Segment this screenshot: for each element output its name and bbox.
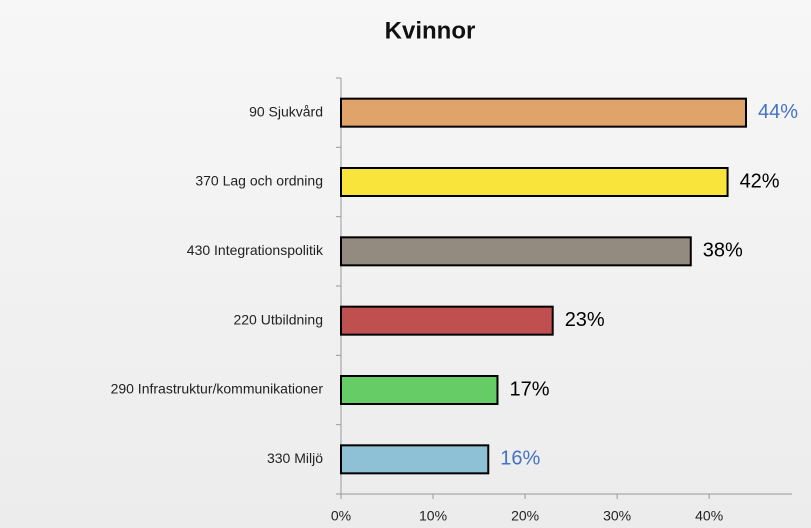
y-tick-label: 370 Lag och ordning [195,173,323,189]
value-label: 42% [740,170,780,192]
bar [340,375,499,405]
bar [340,97,747,128]
value-label: 38% [703,240,743,262]
y-tick-label: 330 Miljö [267,450,323,466]
value-label: 16% [500,448,540,470]
bar [340,236,692,267]
y-tick-label: 90 Sjukvård [249,103,323,119]
x-tick-label: 10% [419,508,447,524]
y-tick-label: 290 Infrastruktur/kommunikationer [111,381,324,397]
chart-title: Kvinnor [385,17,476,44]
y-tick-label: 430 Integrationspolitik [187,242,324,258]
y-tick-label: 220 Utbildning [233,311,323,327]
x-tick-label: 30% [603,508,631,524]
bar [340,305,554,336]
value-label: 17% [509,378,549,400]
value-label: 44% [758,101,798,123]
value-label: 23% [565,309,605,331]
x-tick-label: 40% [695,508,723,524]
bar [340,167,729,197]
x-tick-label: 0% [331,508,351,524]
bar [340,444,490,475]
x-tick-label: 20% [511,508,539,524]
